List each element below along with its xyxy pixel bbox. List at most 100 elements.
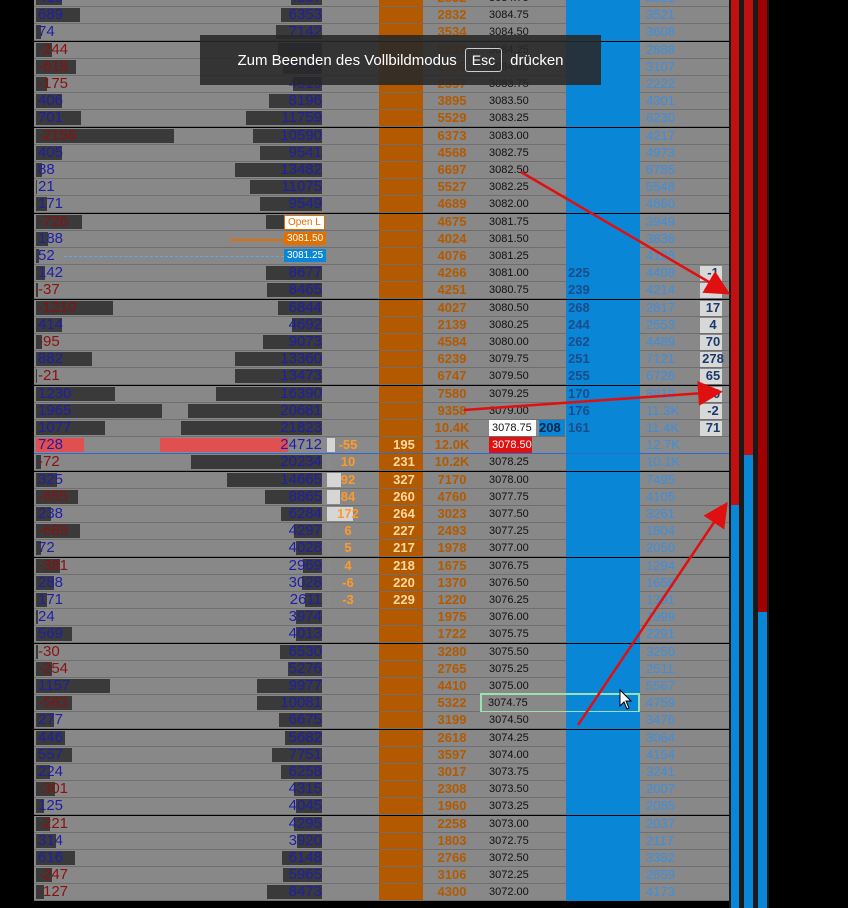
ask-size: 7121 xyxy=(646,351,675,367)
imbalance-bar xyxy=(327,541,331,556)
imbalance-value: 4 xyxy=(344,557,352,573)
volume-bar xyxy=(290,0,322,5)
ladder-row[interactable]: -655 8865 84 260 4760 3077.75 4105 xyxy=(34,488,734,506)
volume-value: 5965 xyxy=(288,866,322,884)
ladder-row[interactable]: 446 5682 2618 3074.25 3064 xyxy=(34,729,734,747)
price-level: 3082.75 xyxy=(489,146,529,159)
delta-value: 1157 xyxy=(38,677,71,694)
ladder-row[interactable]: -689 4297 6 227 2493 3077.25 1804 xyxy=(34,523,734,541)
ladder-row[interactable]: 406 8196 3895 3083.50 4301 xyxy=(34,93,734,111)
delta-value: 314 xyxy=(38,831,64,849)
ladder-row[interactable]: 616 6148 2766 3072.50 3382 xyxy=(34,850,734,867)
ladder-row[interactable]: 405 9541 4568 3082.75 4973 xyxy=(34,144,734,162)
price-dash-line xyxy=(64,256,284,257)
ladder-row[interactable]: 52 4076 3081.25 4128 xyxy=(34,248,734,265)
ladder-row[interactable]: 701 11759 5529 3083.25 6230 xyxy=(34,110,734,128)
ladder-row[interactable]: 224 6258 3017 3073.75 3241 xyxy=(34,764,734,781)
volume-bar xyxy=(263,335,322,349)
ladder-row[interactable]: -95 9073 4584 3080.00 262 4489 70 xyxy=(34,334,734,351)
imbalance-value: 172 xyxy=(337,506,359,521)
price-level: 3081.25 xyxy=(489,250,529,262)
ladder-row[interactable]: -1210 6844 4027 3080.50 268 2817 17 xyxy=(34,299,734,317)
ladder-row[interactable]: -254 5276 2765 3075.25 2511 xyxy=(34,660,734,678)
volume-value: 10590 xyxy=(280,126,322,144)
ladder-row[interactable]: 689 6353 2832 3084.75 3521 xyxy=(34,7,734,25)
ladder-row[interactable]: 88 13482 6697 3082.50 6785 xyxy=(34,162,734,179)
ladder-row[interactable]: -127 8473 4300 3072.00 4173 xyxy=(34,884,734,902)
ladder-row[interactable]: -247 5965 3106 3072.25 2859 xyxy=(34,866,734,885)
bid-column-bg xyxy=(566,488,640,506)
price-level: 3074.25 xyxy=(489,731,529,744)
ladder-row[interactable]: 238 6284 172 264 3023 3077.50 3261 xyxy=(34,506,734,523)
ladder-row[interactable]: 413 4837 2832 3084.75 3521 xyxy=(34,0,734,7)
price-level: 3072.75 xyxy=(489,834,529,847)
delta-bar xyxy=(36,421,105,435)
trade-ask-value: 1370 xyxy=(437,574,467,590)
imbalance-bar xyxy=(327,524,331,539)
ladder-row[interactable]: -221 4295 2258 3073.00 2037 xyxy=(34,815,734,833)
ladder-row[interactable]: 171 9549 4689 3082.00 4860 xyxy=(34,196,734,214)
ladder-row[interactable]: 557 7751 3597 3074.00 4154 xyxy=(34,746,734,764)
order-flow-bg xyxy=(700,300,722,316)
trade-ask-value: 4300 xyxy=(437,884,467,900)
bid-column-bg xyxy=(566,609,640,627)
bid-size: 268 xyxy=(568,299,590,315)
bid-column-bg xyxy=(566,454,640,472)
delta-bar xyxy=(36,885,45,900)
ladder-row[interactable]: 24 3974 1975 3076.00 1999 xyxy=(34,609,734,627)
ladder-row[interactable]: 728 24712 -55 195 12.0K 3078.50 12.7K xyxy=(34,437,734,456)
ladder-row[interactable]: 325 14665 92 327 7170 3078.00 7495 xyxy=(34,471,734,489)
ladder-row[interactable]: -72 20234 10 231 10.2K 3078.25 10.1K xyxy=(34,453,734,472)
ladder-row[interactable]: 882 13360 6239 3079.75 251 7121 278 xyxy=(34,351,734,369)
price-level: 3075.00 xyxy=(489,680,529,692)
price-level: 3072.50 xyxy=(489,852,529,864)
ladder-row[interactable]: 1965 20681 9358 3079.00 176 11.3K -2 xyxy=(34,402,734,420)
volume-value: 16390 xyxy=(280,384,322,402)
trades-column-bg xyxy=(379,764,423,780)
delta-bar xyxy=(36,661,53,676)
ladder-row[interactable]: -563 10081 5322 3074.75 4759 xyxy=(34,693,734,714)
price-level: 3078.75 xyxy=(489,420,536,436)
ladder-row[interactable]: -381 2969 4 218 1675 3076.75 1294 xyxy=(34,557,734,575)
esc-key[interactable]: Esc xyxy=(464,48,503,72)
ladder-row[interactable]: 72 4028 5 217 1978 3077.00 2050 xyxy=(34,540,734,558)
volume-value: 6530 xyxy=(288,642,322,660)
ladder-row[interactable]: 142 8677 4266 3081.00 225 4408 -1 xyxy=(34,265,734,283)
trade-ask-value: 4568 xyxy=(437,144,467,160)
ladder-row[interactable]: -301 4315 2308 3073.50 2007 xyxy=(34,781,734,799)
ladder-row[interactable]: 277 6675 3199 3074.50 3476 xyxy=(34,712,734,730)
ladder-row[interactable]: 569 4013 1722 3075.75 2291 xyxy=(34,626,734,644)
ladder-row[interactable]: 314 3920 1803 3072.75 2117 xyxy=(34,831,734,850)
delta-bar xyxy=(36,249,40,263)
trades-column-bg xyxy=(379,592,423,608)
ladder-row[interactable]: 171 2611 -3 229 1220 3076.25 1391 xyxy=(34,592,734,609)
delta-value: -72 xyxy=(38,453,60,471)
ask-size: 2007 xyxy=(646,781,675,797)
ladder-row[interactable]: 188 4024 3081.50 3836 xyxy=(34,230,734,248)
bid-column-bg xyxy=(566,884,640,902)
ladder-row[interactable]: 1157 9977 4410 3075.00 5567 xyxy=(34,678,734,695)
ladder-row[interactable]: 414 4692 2139 3080.25 244 2553 4 xyxy=(34,316,734,334)
bid-column-bg xyxy=(566,592,640,609)
trade-ask-value: 2832 xyxy=(437,7,467,23)
ladder-row[interactable]: 21 11075 5527 3082.25 5548 xyxy=(34,179,734,197)
ladder-row[interactable]: -2156 10590 6373 3083.00 4217 xyxy=(34,126,734,145)
imbalance-value: 10 xyxy=(340,454,356,470)
bid-column-bg xyxy=(566,144,640,162)
volume-bar xyxy=(277,300,322,315)
ladder-row[interactable]: -21 13473 6747 3079.50 255 6726 65 xyxy=(34,368,734,386)
volume-value: 6284 xyxy=(288,505,322,522)
volume-bar xyxy=(257,679,322,693)
ladder-row[interactable]: 1077 21823 10.4K 3078.75 208 161 11.4K 71 xyxy=(34,420,734,437)
trade-bid-value: 220 xyxy=(393,574,415,590)
bid-size: 176 xyxy=(568,402,590,418)
ladder-row[interactable]: -30 6530 3280 3075.50 3250 xyxy=(34,642,734,661)
bid-size: 255 xyxy=(568,368,590,384)
volume-bar xyxy=(260,197,322,212)
bid-size: 244 xyxy=(568,316,590,332)
ladder-row[interactable]: 288 3028 -6 220 1370 3076.50 1658 xyxy=(34,574,734,592)
ladder-row[interactable]: 125 4045 1960 3073.25 2085 xyxy=(34,798,734,816)
ask-size: 4301 xyxy=(646,93,675,109)
